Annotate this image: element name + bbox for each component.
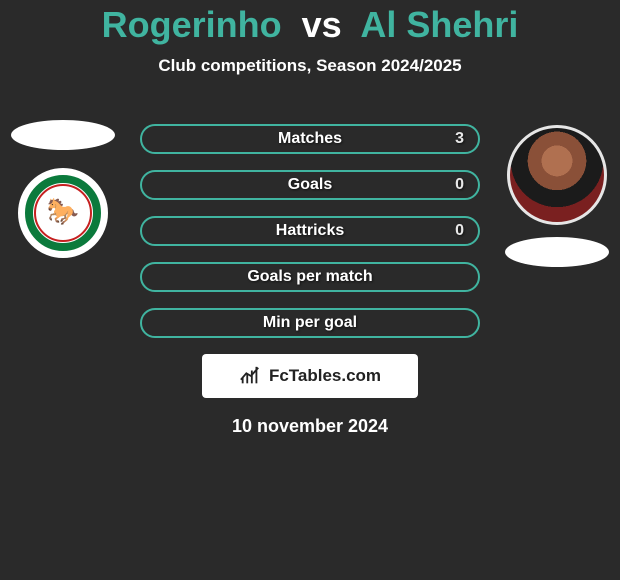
vs-label: vs <box>302 4 342 45</box>
player1-club-badge: 🐎 <box>18 168 108 258</box>
player2-club-placeholder <box>505 237 609 267</box>
stat-label: Min per goal <box>263 314 357 332</box>
stats-panel: Matches 3 Goals 0 Hattricks 0 Goals per … <box>140 124 480 437</box>
stat-label: Goals per match <box>247 268 372 286</box>
branding-text: FcTables.com <box>269 366 381 386</box>
stat-right-value: 0 <box>455 222 464 240</box>
stat-label: Goals <box>288 176 332 194</box>
stat-right-value: 0 <box>455 176 464 194</box>
branding-badge: FcTables.com <box>202 354 418 398</box>
right-player-column <box>502 125 612 267</box>
subtitle: Club competitions, Season 2024/2025 <box>0 56 620 76</box>
player2-name: Al Shehri <box>360 4 518 45</box>
stat-label: Hattricks <box>276 222 344 240</box>
stat-row-min-per-goal: Min per goal <box>140 308 480 338</box>
bar-chart-icon <box>239 365 261 387</box>
stat-row-goals-per-match: Goals per match <box>140 262 480 292</box>
player1-avatar-placeholder <box>11 120 115 150</box>
player1-name: Rogerinho <box>102 4 282 45</box>
player2-avatar <box>507 125 607 225</box>
page-title: Rogerinho vs Al Shehri <box>0 0 620 46</box>
horse-icon: 🐎 <box>47 196 79 227</box>
stat-row-goals: Goals 0 <box>140 170 480 200</box>
left-player-column: 🐎 <box>8 120 118 258</box>
stat-row-matches: Matches 3 <box>140 124 480 154</box>
stat-row-hattricks: Hattricks 0 <box>140 216 480 246</box>
footer-date: 10 november 2024 <box>140 416 480 437</box>
stat-right-value: 3 <box>455 130 464 148</box>
stat-label: Matches <box>278 130 342 148</box>
